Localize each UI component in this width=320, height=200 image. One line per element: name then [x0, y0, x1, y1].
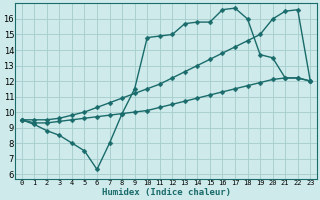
X-axis label: Humidex (Indice chaleur): Humidex (Indice chaleur) — [101, 188, 230, 197]
